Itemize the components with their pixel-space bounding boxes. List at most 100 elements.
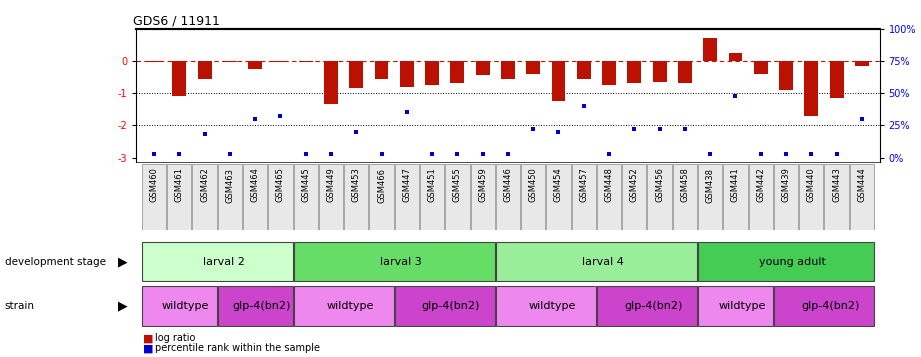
Bar [597, 164, 621, 230]
Bar [471, 164, 495, 230]
Bar [830, 61, 844, 98]
Bar [369, 164, 393, 230]
Text: GSM451: GSM451 [427, 167, 437, 202]
Bar [319, 164, 344, 230]
Text: GSM465: GSM465 [276, 167, 285, 202]
Bar [698, 286, 773, 326]
Text: GSM466: GSM466 [377, 167, 386, 202]
Text: GSM443: GSM443 [832, 167, 841, 202]
Text: ■: ■ [143, 343, 153, 353]
Text: GSM461: GSM461 [175, 167, 184, 202]
Bar [729, 53, 742, 61]
Text: ■: ■ [143, 333, 153, 343]
Text: GSM445: GSM445 [301, 167, 310, 202]
Bar [623, 164, 647, 230]
Bar [324, 61, 338, 104]
Text: larval 3: larval 3 [379, 256, 422, 267]
Bar [223, 61, 237, 62]
Bar [248, 61, 262, 69]
Bar [749, 164, 773, 230]
Text: GSM450: GSM450 [529, 167, 538, 202]
Bar [855, 61, 869, 66]
Bar [698, 164, 722, 230]
Bar [824, 164, 849, 230]
Text: GSM446: GSM446 [504, 167, 512, 202]
Text: GSM456: GSM456 [655, 167, 664, 202]
Bar [678, 61, 692, 84]
Bar [450, 61, 464, 84]
Bar [294, 242, 495, 281]
Bar [147, 61, 161, 62]
Text: GDS6 / 11911: GDS6 / 11911 [133, 14, 219, 27]
Text: GSM444: GSM444 [857, 167, 867, 202]
Text: ▶: ▶ [118, 300, 127, 313]
Text: glp-4(bn2): glp-4(bn2) [801, 301, 859, 311]
Text: glp-4(bn2): glp-4(bn2) [624, 301, 682, 311]
Bar [349, 61, 363, 88]
Text: wildtype: wildtype [162, 301, 209, 311]
Bar [142, 164, 166, 230]
Text: GSM439: GSM439 [782, 167, 790, 202]
Bar [552, 61, 565, 101]
Bar [243, 164, 267, 230]
Bar [167, 164, 192, 230]
Text: wildtype: wildtype [529, 301, 576, 311]
Text: percentile rank within the sample: percentile rank within the sample [155, 343, 320, 353]
Text: young adult: young adult [759, 256, 826, 267]
Bar [753, 61, 768, 74]
Text: GSM455: GSM455 [453, 167, 461, 202]
Text: wildtype: wildtype [326, 301, 374, 311]
Text: log ratio: log ratio [155, 333, 195, 343]
Bar [217, 286, 293, 326]
Bar [426, 61, 439, 85]
Bar [653, 61, 667, 82]
Bar [344, 164, 368, 230]
Bar [698, 242, 874, 281]
Text: GSM447: GSM447 [402, 167, 412, 202]
Text: GSM438: GSM438 [705, 167, 715, 202]
Bar [704, 38, 717, 61]
Text: strain: strain [5, 301, 35, 311]
Bar [142, 242, 293, 281]
Bar [395, 164, 419, 230]
Bar [501, 61, 515, 79]
Bar [526, 61, 540, 74]
Bar [268, 164, 293, 230]
Text: GSM453: GSM453 [352, 167, 361, 202]
Bar [647, 164, 671, 230]
Bar [294, 286, 393, 326]
Bar [799, 164, 823, 230]
Text: glp-4(bn2): glp-4(bn2) [422, 301, 480, 311]
Text: GSM440: GSM440 [807, 167, 816, 202]
Bar [850, 164, 874, 230]
Bar [672, 164, 697, 230]
Bar [217, 164, 242, 230]
Bar [597, 286, 697, 326]
Bar [774, 164, 799, 230]
Bar [298, 61, 312, 62]
Text: GSM462: GSM462 [200, 167, 209, 202]
Bar [142, 286, 216, 326]
Text: GSM442: GSM442 [756, 167, 765, 202]
Bar [172, 61, 186, 96]
Bar [627, 61, 641, 84]
Text: larval 4: larval 4 [582, 256, 624, 267]
Bar [779, 61, 793, 90]
Bar [495, 164, 520, 230]
Bar [400, 61, 414, 87]
Bar [521, 164, 545, 230]
Bar [546, 164, 571, 230]
Bar [804, 61, 818, 116]
Text: GSM459: GSM459 [478, 167, 487, 202]
Text: GSM457: GSM457 [579, 167, 589, 202]
Text: GSM463: GSM463 [226, 167, 234, 202]
Bar [294, 164, 318, 230]
Bar [476, 61, 490, 75]
Bar [572, 164, 596, 230]
Text: glp-4(bn2): glp-4(bn2) [232, 301, 291, 311]
Text: GSM448: GSM448 [604, 167, 613, 202]
Bar [602, 61, 616, 85]
Text: larval 2: larval 2 [203, 256, 244, 267]
Text: GSM460: GSM460 [149, 167, 158, 202]
Bar [577, 61, 590, 79]
